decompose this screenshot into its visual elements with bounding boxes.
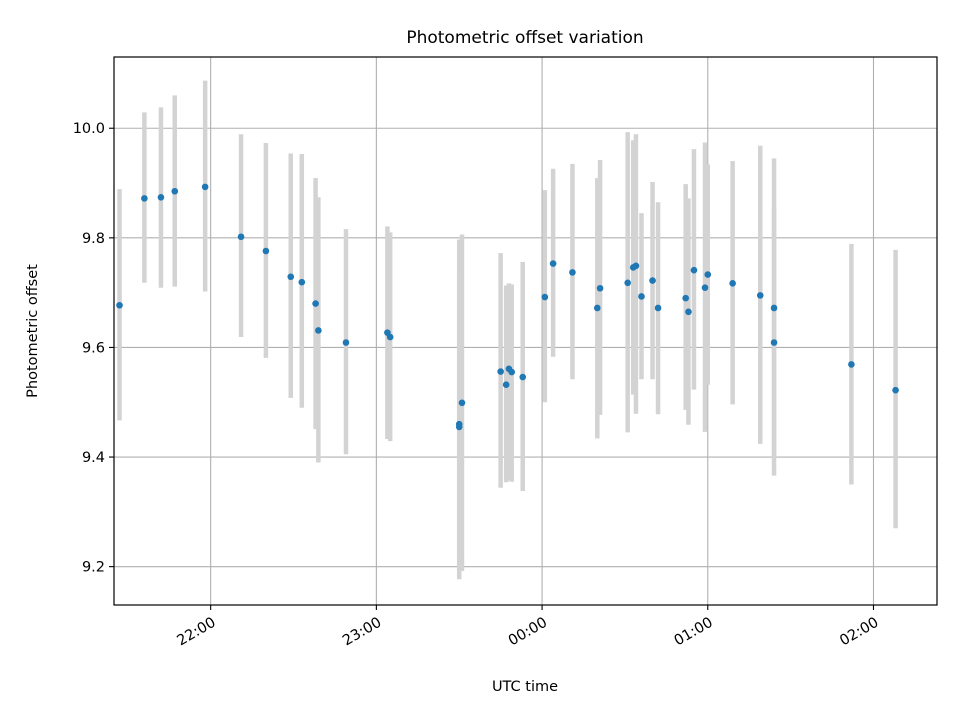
y-tick-label: 9.4 xyxy=(82,450,105,466)
data-point xyxy=(654,304,662,312)
data-point xyxy=(729,280,736,287)
x-axis-label: UTC time xyxy=(492,679,558,695)
data-point xyxy=(315,327,322,334)
y-tick-label: 9.8 xyxy=(82,231,105,247)
data-point xyxy=(704,271,712,278)
data-point xyxy=(549,260,557,267)
data-point xyxy=(157,193,165,201)
data-point xyxy=(497,368,504,375)
data-point xyxy=(701,284,709,292)
y-axis-ticks: 9.2 9.4 9.6 9.8 10.0 xyxy=(73,121,114,576)
data-point xyxy=(262,247,270,255)
data-point xyxy=(116,301,123,309)
data-point xyxy=(632,262,640,270)
data-point xyxy=(848,361,855,368)
data-point xyxy=(201,183,209,191)
data-point xyxy=(455,423,463,431)
data-point xyxy=(596,284,604,292)
data-point xyxy=(287,273,295,281)
data-point xyxy=(892,386,899,394)
data-point xyxy=(569,269,576,276)
grid xyxy=(114,57,937,605)
data-point xyxy=(685,308,692,316)
data-point xyxy=(342,339,350,346)
data-point xyxy=(237,233,245,241)
data-point xyxy=(519,373,527,381)
data-point xyxy=(770,304,778,312)
data-point xyxy=(541,293,549,301)
y-tick-label: 9.6 xyxy=(82,340,105,356)
data-point xyxy=(682,294,689,302)
data-point xyxy=(690,266,698,274)
data-point xyxy=(458,399,466,407)
data-point xyxy=(502,381,510,389)
data-point xyxy=(649,277,656,284)
data-point xyxy=(508,368,515,376)
data-points xyxy=(116,183,899,431)
y-axis-label: Photometric offset xyxy=(25,264,41,398)
chart-title: Photometric offset variation xyxy=(406,28,643,48)
y-tick-label: 9.2 xyxy=(82,560,105,576)
data-point xyxy=(298,278,306,286)
data-point xyxy=(594,304,601,312)
data-point xyxy=(386,333,394,341)
data-point xyxy=(171,187,179,195)
data-point xyxy=(312,300,319,307)
data-point xyxy=(756,292,764,299)
data-point xyxy=(624,279,631,287)
y-tick-label: 10.0 xyxy=(73,121,105,137)
plot-frame xyxy=(113,56,938,606)
data-point xyxy=(770,339,778,346)
data-point xyxy=(638,293,645,300)
data-point xyxy=(141,195,148,202)
